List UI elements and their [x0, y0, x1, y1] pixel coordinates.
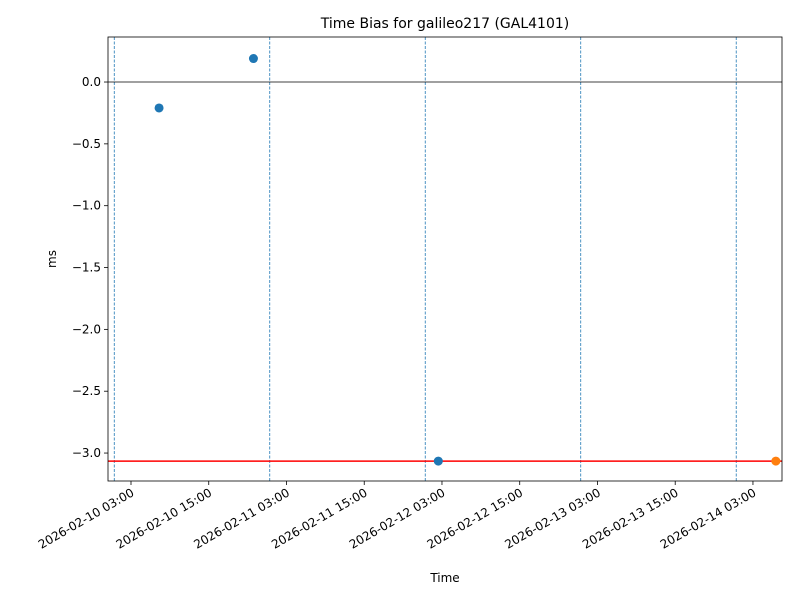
- y-tick-label: −2.0: [72, 322, 101, 336]
- y-tick-label: −3.0: [72, 446, 101, 460]
- y-tick-label: −2.5: [72, 384, 101, 398]
- data-point: [248, 54, 258, 64]
- x-axis-label: Time: [429, 571, 459, 585]
- y-tick-label: 0.0: [82, 75, 101, 89]
- y-tick-label: −1.5: [72, 261, 101, 275]
- y-tick-label: −0.5: [72, 137, 101, 151]
- plot-frame: [107, 36, 783, 482]
- data-point: [771, 456, 781, 466]
- y-tick-label: −1.0: [72, 199, 101, 213]
- data-point: [154, 103, 164, 113]
- data-point: [433, 456, 443, 466]
- y-axis-label: ms: [45, 250, 59, 268]
- chart-title: Time Bias for galileo217 (GAL4101): [320, 16, 570, 32]
